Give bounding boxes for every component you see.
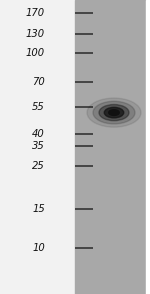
- Text: 40: 40: [32, 129, 45, 139]
- Ellipse shape: [87, 98, 141, 127]
- Ellipse shape: [104, 107, 124, 118]
- Text: 100: 100: [26, 48, 45, 58]
- Ellipse shape: [93, 101, 135, 124]
- Text: 15: 15: [32, 204, 45, 214]
- Text: 10: 10: [32, 243, 45, 253]
- Text: 35: 35: [32, 141, 45, 151]
- Text: 70: 70: [32, 77, 45, 87]
- Bar: [146, 0, 150, 294]
- Ellipse shape: [99, 105, 129, 121]
- Bar: [0, 0, 75, 294]
- Text: 170: 170: [26, 8, 45, 18]
- Ellipse shape: [109, 110, 119, 116]
- Bar: [75, 0, 146, 294]
- Text: 55: 55: [32, 102, 45, 112]
- Text: 25: 25: [32, 161, 45, 171]
- Text: 130: 130: [26, 29, 45, 39]
